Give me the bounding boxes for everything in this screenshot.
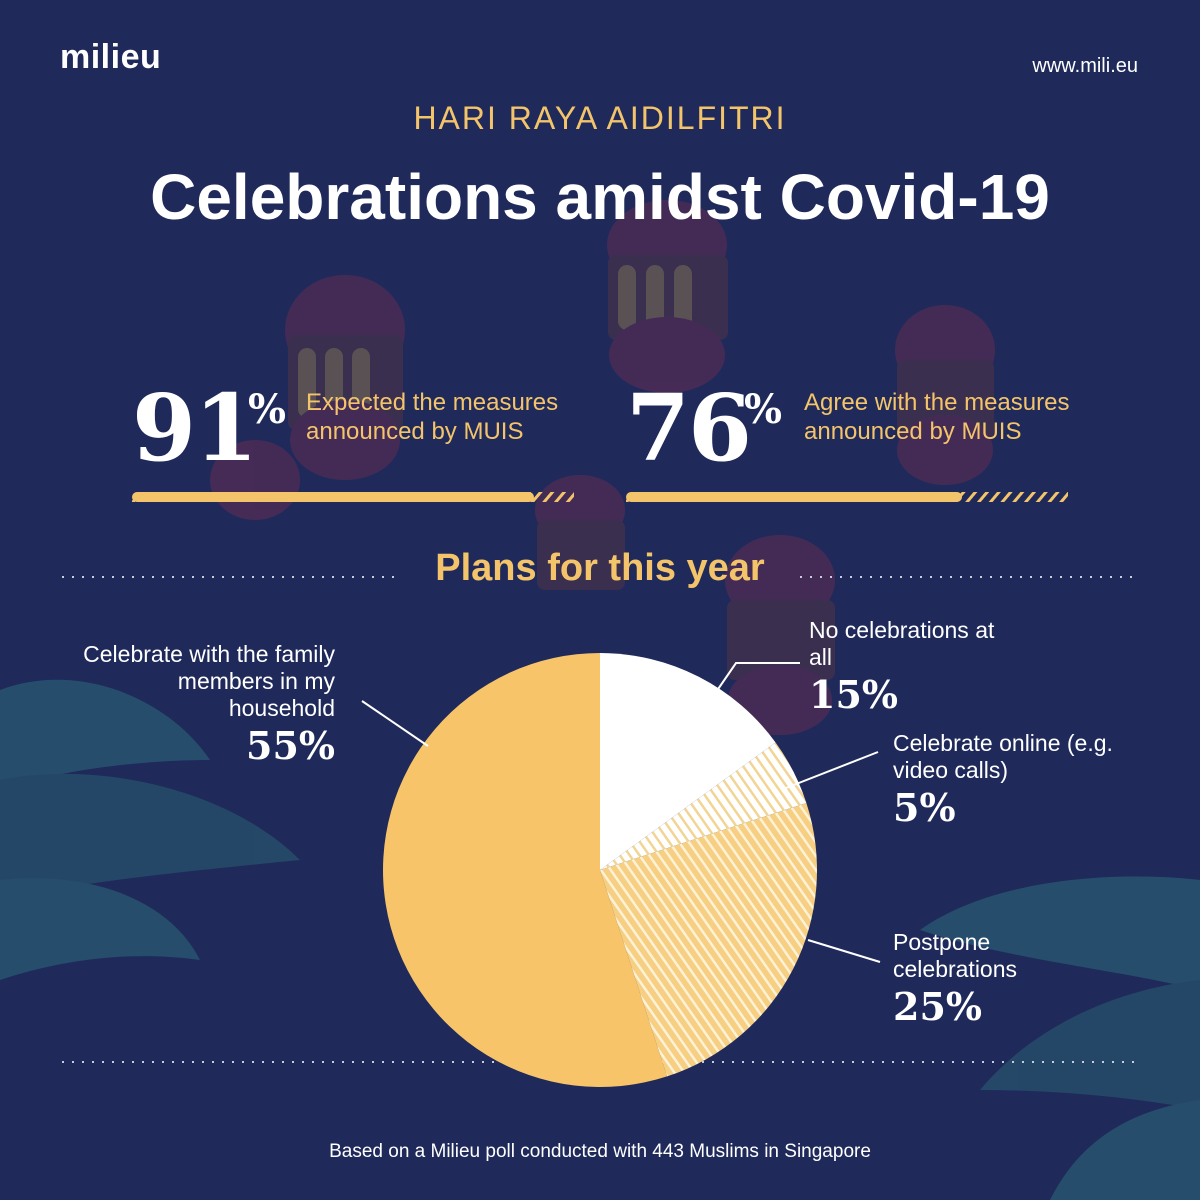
label-none-pct: 15% [809, 672, 898, 717]
label-postpone: Postpone celebrations 25% [893, 929, 1073, 1027]
label-none: No celebrations at all 15% [809, 617, 1009, 715]
stat-1-value: 91 [132, 374, 258, 482]
leader-online [785, 751, 879, 789]
label-postpone-text: Postpone celebrations [893, 929, 1018, 982]
label-household: Celebrate with the family members in my … [75, 641, 335, 766]
label-online: Celebrate online (e.g. video calls) 5% [893, 730, 1113, 828]
label-household-text: Celebrate with the family members in my … [83, 641, 335, 721]
milieu-logo[interactable]: milieu [60, 38, 162, 76]
leader-household [361, 700, 429, 747]
label-household-pct: 55% [246, 723, 335, 768]
website-link[interactable]: www.mili.eu [1032, 55, 1138, 77]
slice-postpone [600, 802, 818, 1077]
page-kicker: HARI RAYA AIDILFITRI [413, 100, 787, 136]
stat-1-text: Expected the measures announced by MUIS [306, 389, 559, 445]
stat-bar-2 [626, 492, 1068, 502]
label-online-pct: 5% [893, 785, 956, 830]
slice-celebrate-online [600, 742, 807, 870]
label-none-text: No celebrations at all [809, 617, 995, 670]
slice-household [383, 653, 668, 1087]
stat-2-text: Agree with the measures announced by MUI… [804, 389, 1070, 445]
slice-no-celebrations [600, 653, 776, 870]
stat-2-value: 76 [626, 374, 752, 482]
label-postpone-pct: 25% [893, 984, 982, 1029]
page-title: Celebrations amidst Covid-19 [150, 161, 1050, 233]
leaf-decoration [0, 679, 1200, 1200]
footer-note: Based on a Milieu poll conducted with 44… [329, 1141, 871, 1162]
stat-2-unit: % [744, 386, 783, 433]
section-title: Plans for this year [435, 547, 765, 589]
leader-postpone [807, 939, 881, 963]
label-online-text: Celebrate online (e.g. video calls) [893, 730, 1113, 783]
stat-bar-1 [132, 492, 574, 502]
stat-1-unit: % [248, 386, 287, 433]
leader-none [713, 662, 800, 696]
